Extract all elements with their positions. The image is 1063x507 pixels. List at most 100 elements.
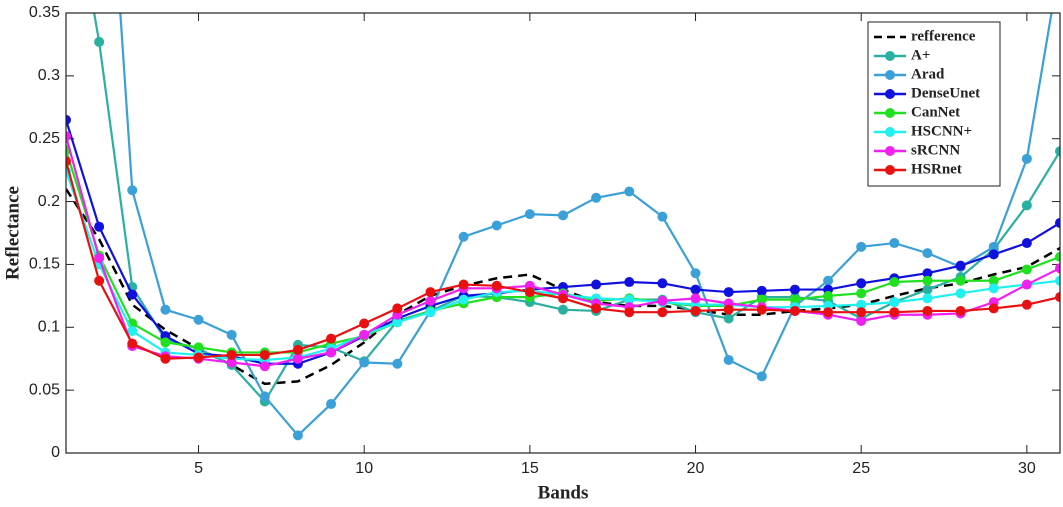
data-point bbox=[558, 210, 568, 221]
legend-marker bbox=[885, 108, 895, 118]
data-point bbox=[458, 279, 469, 290]
data-point bbox=[591, 303, 602, 314]
y-tick-label: 0.25 bbox=[29, 130, 60, 147]
data-point bbox=[723, 304, 734, 315]
data-point bbox=[558, 293, 568, 304]
data-point bbox=[1055, 146, 1060, 157]
data-point bbox=[326, 347, 337, 358]
y-tick-label: 0.3 bbox=[38, 67, 60, 84]
data-point bbox=[690, 305, 701, 316]
data-point bbox=[856, 307, 867, 318]
data-point bbox=[955, 260, 966, 271]
data-point bbox=[955, 288, 966, 299]
x-tick-label: 10 bbox=[355, 460, 373, 477]
data-point bbox=[756, 371, 767, 382]
series-line bbox=[66, 171, 1060, 362]
data-point bbox=[1055, 275, 1060, 286]
data-point bbox=[1021, 264, 1032, 275]
axes-box bbox=[65, 12, 1061, 454]
data-point bbox=[127, 185, 138, 196]
data-point bbox=[326, 398, 337, 409]
data-point bbox=[922, 293, 933, 304]
data-point bbox=[856, 241, 867, 252]
y-tick-label: 0.05 bbox=[29, 381, 60, 398]
plot-area bbox=[66, 13, 1060, 441]
data-point bbox=[657, 295, 668, 306]
data-point bbox=[491, 280, 502, 291]
data-point bbox=[259, 391, 270, 402]
x-tick-label: 30 bbox=[1018, 460, 1036, 477]
data-point bbox=[326, 333, 337, 344]
data-point bbox=[657, 307, 668, 318]
data-point bbox=[690, 293, 701, 304]
data-point bbox=[624, 294, 635, 305]
legend-label: Arad bbox=[911, 66, 945, 82]
legend-label: A+ bbox=[911, 47, 930, 63]
x-tick-label: 25 bbox=[852, 460, 870, 477]
data-point bbox=[1055, 217, 1060, 228]
legend-box bbox=[867, 21, 1001, 187]
data-point bbox=[226, 349, 237, 360]
data-point bbox=[66, 156, 71, 167]
data-point bbox=[889, 297, 900, 308]
legend-label: HSCNN+ bbox=[911, 123, 972, 139]
data-point bbox=[292, 430, 303, 441]
data-point bbox=[856, 299, 867, 310]
y-tick-label: 0 bbox=[51, 444, 60, 461]
y-tick-label: 0.15 bbox=[29, 256, 60, 273]
x-axis-label: Bands bbox=[538, 482, 589, 503]
data-point bbox=[292, 353, 303, 364]
data-point bbox=[425, 295, 436, 306]
data-point bbox=[756, 304, 767, 315]
data-point bbox=[1021, 200, 1032, 211]
data-point bbox=[1021, 299, 1032, 310]
legend-marker bbox=[885, 89, 895, 99]
data-point bbox=[160, 337, 171, 348]
data-point bbox=[723, 354, 734, 365]
data-point bbox=[193, 352, 204, 363]
y-axis-label: Reflectance bbox=[2, 186, 23, 280]
data-point bbox=[789, 284, 800, 295]
data-point bbox=[1021, 279, 1032, 290]
data-point bbox=[458, 231, 469, 242]
data-point bbox=[524, 209, 535, 220]
x-tick-label: 15 bbox=[521, 460, 539, 477]
data-point bbox=[789, 294, 800, 305]
data-point bbox=[558, 304, 568, 315]
data-point bbox=[491, 220, 502, 231]
data-point bbox=[591, 192, 602, 203]
data-point bbox=[988, 303, 999, 314]
data-point bbox=[823, 307, 834, 318]
data-point bbox=[723, 313, 734, 324]
data-point bbox=[690, 284, 701, 295]
data-point bbox=[392, 358, 403, 369]
data-point bbox=[1055, 251, 1060, 262]
data-point bbox=[955, 275, 966, 286]
data-point bbox=[988, 283, 999, 294]
legend-label: sRCNN bbox=[911, 142, 960, 158]
data-point bbox=[624, 186, 635, 197]
data-point bbox=[160, 353, 171, 364]
data-point bbox=[823, 290, 834, 301]
data-point bbox=[988, 249, 999, 260]
data-point bbox=[1055, 292, 1060, 303]
data-point bbox=[226, 357, 237, 368]
data-point bbox=[259, 361, 270, 372]
data-point bbox=[922, 305, 933, 316]
data-point bbox=[193, 314, 204, 325]
data-point bbox=[193, 342, 204, 353]
x-tick-label: 5 bbox=[194, 460, 203, 477]
data-point bbox=[756, 294, 767, 305]
legend-marker bbox=[885, 127, 895, 137]
data-point bbox=[127, 289, 138, 300]
data-point bbox=[94, 221, 105, 232]
data-point bbox=[823, 275, 834, 286]
legend-marker bbox=[885, 70, 895, 80]
data-point bbox=[922, 248, 933, 259]
data-point bbox=[591, 279, 602, 290]
data-point bbox=[66, 131, 71, 142]
data-point bbox=[955, 305, 966, 316]
data-point bbox=[94, 36, 105, 47]
series-line bbox=[66, 161, 1060, 360]
